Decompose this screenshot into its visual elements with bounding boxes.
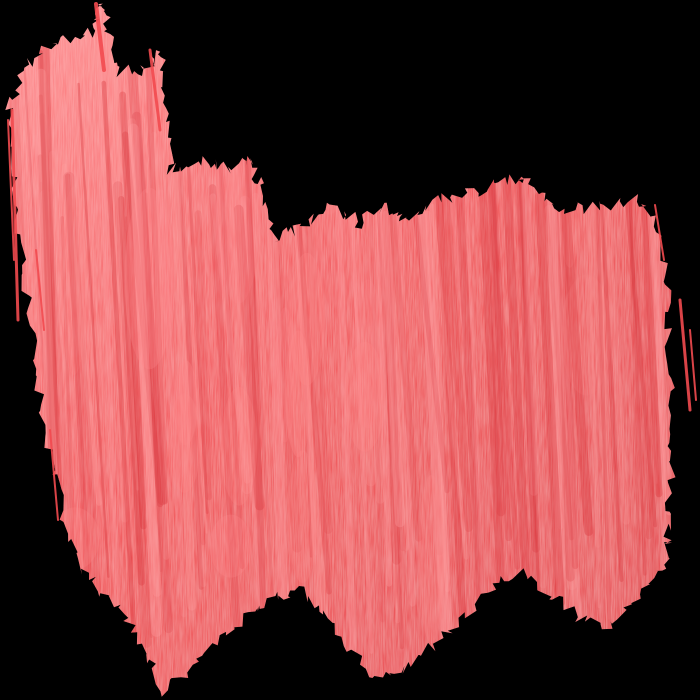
paint-streak bbox=[411, 197, 450, 494]
paint-blotch bbox=[124, 187, 175, 370]
paint-streak bbox=[535, 191, 565, 608]
paint-streak bbox=[239, 195, 269, 651]
paint-streak bbox=[544, 204, 578, 591]
paint-streak bbox=[485, 103, 520, 570]
paint-streak bbox=[144, 49, 169, 505]
paint-streak bbox=[112, 57, 139, 491]
paint-streak bbox=[157, 189, 188, 618]
paint-streak bbox=[32, 34, 60, 514]
paint-blotch bbox=[287, 450, 318, 583]
paint-streak bbox=[513, 142, 541, 553]
paint-streak bbox=[294, 208, 332, 595]
paint-blotch bbox=[351, 279, 384, 429]
paint-streak bbox=[61, 163, 102, 506]
paint-streak bbox=[430, 115, 468, 648]
paint-streak bbox=[445, 154, 482, 493]
paint-streak bbox=[430, 203, 469, 560]
paint-streak bbox=[124, 216, 153, 638]
paint-streak bbox=[377, 161, 406, 528]
paint-streak bbox=[127, 118, 162, 597]
paint-splinter bbox=[94, 2, 106, 72]
paint-streak bbox=[150, 131, 170, 560]
paint-streak bbox=[543, 200, 574, 541]
paint-streak bbox=[118, 195, 145, 586]
paint-streak bbox=[240, 85, 275, 607]
paint-streak bbox=[122, 131, 164, 508]
paint-splinter bbox=[654, 204, 665, 261]
paint-streak bbox=[109, 49, 129, 523]
paint-streak bbox=[119, 91, 147, 530]
paint-blotch bbox=[274, 307, 296, 443]
paint-streak bbox=[425, 210, 454, 648]
paint-streak bbox=[208, 184, 242, 650]
paint-streak bbox=[382, 210, 400, 624]
paint-splinter bbox=[678, 298, 692, 412]
paint-blotch bbox=[560, 274, 613, 396]
paint-streak bbox=[485, 120, 512, 542]
paint-streak bbox=[374, 158, 405, 650]
paint-streak bbox=[65, 173, 90, 580]
paint-blotch bbox=[60, 186, 88, 376]
paint-streak bbox=[82, 147, 114, 499]
paint-streak bbox=[535, 131, 564, 530]
paint-streak bbox=[48, 150, 76, 620]
paint-streak bbox=[124, 31, 168, 506]
paint-streak bbox=[626, 123, 643, 630]
paint-streak bbox=[209, 193, 251, 484]
paint-streak bbox=[194, 210, 213, 501]
paint-streak bbox=[96, 42, 122, 676]
paint-streak bbox=[145, 192, 163, 573]
paint-streak bbox=[60, 216, 76, 557]
paint-splinters bbox=[7, 2, 697, 521]
paint-streak bbox=[101, 80, 139, 671]
paint-streak bbox=[387, 189, 410, 551]
paint-streak bbox=[381, 204, 406, 552]
paint-splinter bbox=[689, 329, 697, 401]
paint-streak bbox=[500, 128, 534, 648]
paint-streak bbox=[476, 142, 507, 635]
paint-streak bbox=[38, 113, 77, 589]
paint-splinter bbox=[49, 429, 59, 521]
paint-splinter bbox=[10, 108, 20, 322]
paint-streak bbox=[641, 202, 663, 498]
paint-streak bbox=[233, 204, 265, 511]
paint-streak bbox=[63, 171, 101, 594]
paint-splinter bbox=[7, 119, 15, 261]
paint-streak bbox=[132, 111, 174, 634]
paint-blotch bbox=[220, 387, 258, 506]
paint-splinter bbox=[35, 249, 45, 331]
paint-blotch bbox=[285, 330, 312, 458]
paint-streak bbox=[167, 100, 206, 546]
paint-streak bbox=[332, 121, 357, 680]
paint-blotch bbox=[173, 360, 198, 446]
paint-streak bbox=[251, 192, 279, 661]
paint-streak bbox=[127, 123, 162, 637]
paint-blotch bbox=[288, 252, 325, 386]
paint-streak bbox=[113, 181, 152, 648]
paint-blotch bbox=[209, 514, 252, 578]
paint-streak bbox=[594, 144, 613, 654]
paint-streak bbox=[169, 125, 197, 611]
paint-blotch bbox=[418, 474, 445, 644]
paint-streak bbox=[639, 173, 668, 508]
paint-streak bbox=[620, 148, 658, 528]
paint-splinter bbox=[148, 48, 162, 132]
paint-streak bbox=[77, 82, 110, 578]
paint-blotch bbox=[344, 341, 386, 452]
paint-streak bbox=[266, 185, 289, 618]
paint-streak bbox=[185, 134, 209, 514]
paint-streak bbox=[596, 149, 612, 679]
paint-blotch bbox=[167, 393, 201, 493]
paint-streak bbox=[244, 155, 269, 670]
